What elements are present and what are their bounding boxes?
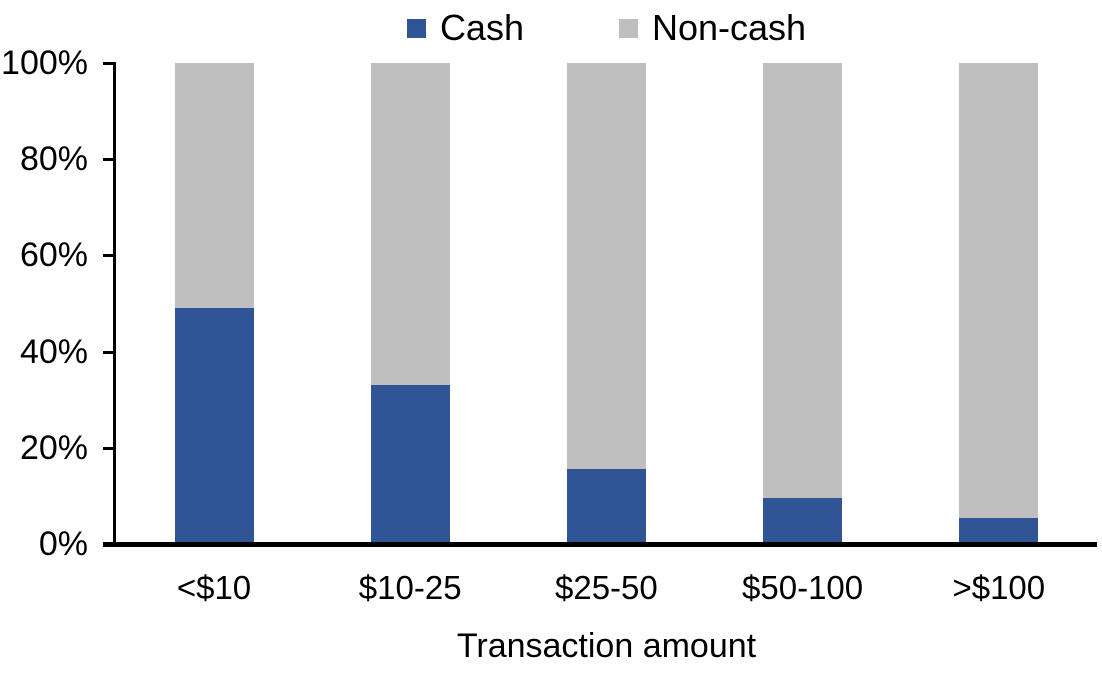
- bar-segment-non-cash: [567, 63, 646, 470]
- bar-segment-non-cash: [763, 63, 843, 499]
- legend-item-non-cash: Non-cash: [618, 7, 807, 48]
- x-category-label: >$100: [952, 569, 1046, 606]
- bar-segment-non-cash: [370, 63, 450, 386]
- y-tick-label: 60%: [19, 236, 88, 275]
- x-category-label: $10-25: [358, 569, 462, 606]
- y-axis-tick: [103, 350, 116, 354]
- y-tick-label: 80%: [19, 140, 88, 179]
- x-category-label: <$10: [176, 569, 252, 606]
- legend-label-cash: Cash: [439, 7, 524, 48]
- y-tick-label: 100%: [1, 44, 88, 82]
- y-axis-tick: [103, 446, 116, 450]
- bar-segment-cash: [567, 469, 646, 544]
- bar-segment-cash: [370, 385, 450, 544]
- x-axis-line: [103, 542, 1097, 547]
- x-axis-title: Transaction amount: [456, 627, 757, 665]
- y-axis-tick: [103, 62, 116, 65]
- bar-segment-cash: [174, 308, 254, 544]
- y-axis-tick: [103, 254, 116, 258]
- legend-item-cash: Cash: [406, 7, 524, 48]
- bar-segment-non-cash: [174, 63, 254, 309]
- y-axis-tick: [103, 158, 116, 162]
- x-category-label: $25-50: [555, 569, 658, 606]
- chart-legend: Cash Non-cash: [116, 8, 1097, 48]
- bar-segment-cash: [763, 498, 843, 544]
- non-cash-swatch-icon: [618, 18, 638, 38]
- x-category-label: $50-100: [742, 569, 864, 606]
- y-tick-label: 40%: [19, 332, 88, 371]
- legend-label-non-cash: Non-cash: [651, 7, 807, 48]
- y-axis-line: [113, 63, 116, 547]
- y-tick-label: 20%: [19, 428, 88, 467]
- bar-segment-non-cash: [959, 63, 1039, 518]
- y-tick-label: 0%: [38, 525, 88, 563]
- bar-segment-cash: [959, 517, 1039, 544]
- cash-swatch-icon: [406, 18, 426, 38]
